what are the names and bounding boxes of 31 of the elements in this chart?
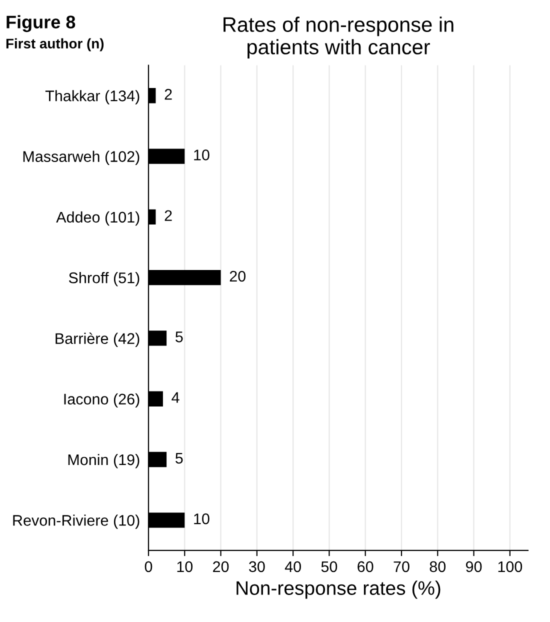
- chart-title: Rates of non-response in patients with cancer: [224, 16, 454, 59]
- text: First author (n): [6, 38, 104, 52]
- data-label: 5: [176, 452, 183, 464]
- data-label: 5: [176, 332, 183, 342]
- data-label: 20: [230, 270, 246, 282]
- y-tick-label: Iacono (26): [64, 393, 140, 408]
- x-tick-label: 90: [466, 561, 482, 572]
- y-tick-label: Barrière (42): [56, 332, 140, 347]
- data-label: 2: [164, 210, 172, 221]
- y-tick-label: Massarweh (102): [23, 150, 140, 165]
- x-tick-label: 30: [249, 561, 265, 572]
- x-tick-label: 100: [498, 561, 522, 572]
- data-label: 10: [194, 513, 210, 524]
- x-tick-label: 10: [177, 561, 193, 572]
- x-axis-title: Non-response rates (%): [236, 580, 440, 599]
- x-tick-label: 40: [284, 561, 301, 572]
- data-label: 4: [172, 392, 180, 403]
- x-tick-label: 20: [213, 561, 229, 572]
- data-label: 10: [194, 150, 210, 160]
- y-tick-label: Monin (19): [68, 454, 140, 468]
- y-tick-label: Thakkar (134): [45, 90, 140, 104]
- x-tick-label: 80: [430, 561, 446, 572]
- y-tick-label: Shroff (51): [68, 272, 140, 286]
- x-tick-label: 0: [144, 561, 152, 572]
- x-tick-label: 70: [394, 561, 410, 572]
- x-tick-label: 60: [358, 561, 374, 572]
- y-tick-label: Addeo (101): [56, 211, 140, 226]
- data-label: 2: [164, 88, 172, 100]
- caption: Figure 8: [6, 15, 76, 32]
- y-tick-label: Revon-Riviere (10): [13, 514, 140, 529]
- x-tick-label: 50: [321, 561, 338, 572]
